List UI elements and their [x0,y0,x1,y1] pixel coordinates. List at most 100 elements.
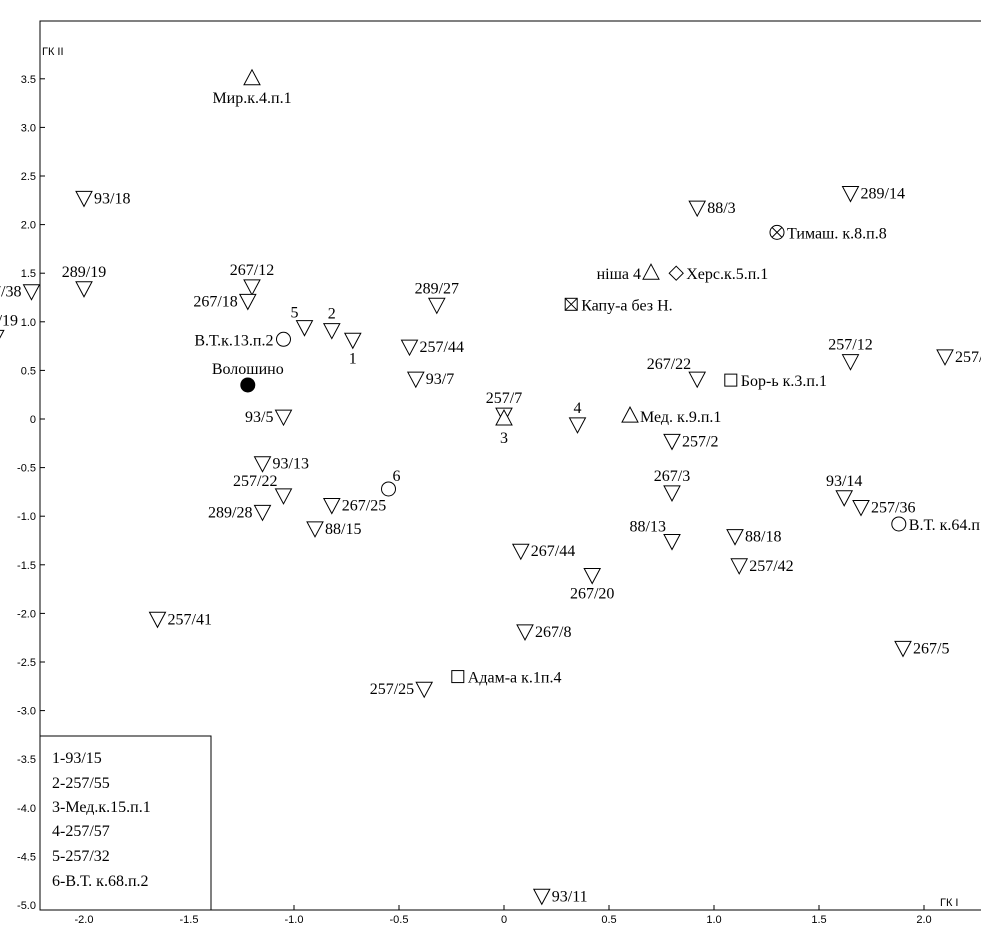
y-tick-label: -0.5 [17,463,36,475]
legend-entry: 6-В.Т. к.68.п.2 [52,873,149,890]
y-tick-label: -1.0 [17,511,36,523]
y-tick-label: -2.5 [17,657,36,669]
point-label: 257/38 [0,284,22,301]
point-label: 257/25 [370,681,414,698]
data-points: Мир.к.4.п.1Влад.к.12.п.193/18289/1488/3Т… [0,68,981,906]
point-label: 4 [574,400,582,417]
y-tick-label: -2.0 [17,608,36,620]
triangle-down-marker [726,529,744,546]
y-tick-label: -1.5 [17,560,36,572]
square-marker [724,373,738,387]
point-label: 257/41 [168,611,212,628]
triangle-up-marker [642,263,660,280]
point-label: 93/7 [426,371,454,388]
triangle-down-marker [841,354,860,371]
point-label: 93/11 [552,888,588,905]
point-label: 1 [349,350,357,367]
y-tick-label: 3.0 [21,122,36,134]
point-label: Капу-а без Н. [581,297,672,314]
triangle-down-marker [852,499,870,517]
axis-ticks: -4.5 -4.0 -3.5 -3.0 -2.5 -2.0 -1.5 -1.0 -0.5 0 0.5… [17,74,932,926]
y-tick-label: -4.0 [17,803,36,815]
triangle-down-marker [238,293,257,311]
triangle-down-marker [274,409,293,427]
triangle-down-marker [516,624,534,641]
point-label: 267/3 [654,468,690,485]
point-label: ніша 4 [597,266,641,283]
legend-entry: 5-257/32 [52,848,110,865]
point-label: Тимаш. к.8.п.8 [787,225,887,242]
triangle-down-marker [243,279,261,296]
triangle-down-marker [663,433,681,451]
y-tick-label: 2.5 [21,171,36,183]
square-x-marker [564,297,578,311]
x-tick-label: 1.5 [811,914,826,926]
y-tick-label: -4.5 [17,851,36,863]
triangle-down-marker [406,371,425,389]
point-label: 267/19 [0,312,18,329]
triangle-down-marker [511,543,530,561]
point-label: 267/18 [193,293,237,310]
point-label: В.Т.к.13.п.2 [194,332,273,349]
triangle-down-marker [343,332,362,350]
triangle-down-marker [295,320,314,337]
point-label: 257/44 [420,339,464,356]
y-tick-label: 1.5 [21,268,36,280]
y-tick-label: 2.0 [21,220,36,232]
triangle-up-marker [621,406,639,423]
point-label: 267/20 [570,586,614,603]
triangle-down-marker [415,681,434,699]
point-label: 289/19 [62,264,106,281]
point-label: 88/18 [745,529,781,546]
triangle-down-marker [75,190,93,208]
triangle-down-marker [427,297,446,315]
x-tick-label: -1.5 [180,914,199,926]
legend-box [39,735,212,911]
point-label: 267/12 [230,262,274,279]
y-tick-label: 0 [30,414,36,426]
point-label: 289/27 [415,280,459,297]
x-tick-label: 0.5 [601,914,616,926]
triangle-down-marker [663,485,681,502]
triangle-down-marker [532,888,551,906]
triangle-down-marker [253,456,272,473]
legend-entry: 4-257/57 [52,823,110,840]
point-label: 6 [393,468,401,485]
point-label: Адам-а к.1п.4 [468,670,562,687]
point-label: 88/13 [630,519,666,536]
circle-marker [891,516,907,532]
y-tick-label: -5.0 [17,900,36,912]
point-label: 257/44 [955,349,981,366]
x-tick-label: -1.0 [285,914,304,926]
triangle-down-marker [688,200,707,218]
point-label: 257/7 [486,390,522,407]
point-label: 93/13 [273,456,309,473]
triangle-down-marker [841,186,860,203]
triangle-down-marker [400,339,419,357]
y-tick-label: -3.0 [17,706,36,718]
triangle-down-marker [894,640,912,658]
triangle-down-marker [253,504,272,522]
triangle-down-marker [663,534,681,551]
triangle-down-marker [75,281,93,298]
x-tick-label: 1.0 [706,914,721,926]
legend-entry: 1-93/15 [52,750,102,767]
y-tick-label: 0.5 [21,365,36,377]
point-label: 93/18 [94,190,130,207]
circle-x-cross [771,227,783,238]
x-axis-label: ГК I [940,897,958,909]
y-tick-label: 3.5 [21,74,36,86]
point-label: 257/2 [682,433,718,450]
triangle-up-marker [495,408,513,426]
point-label: Херс.к.5.п.1 [686,266,768,283]
x-tick-label: 0 [501,914,507,926]
y-tick-label: 1.0 [21,317,36,329]
x-tick-label: -0.5 [390,914,409,926]
x-tick-label: -2.0 [75,914,94,926]
point-label: 267/44 [531,543,575,560]
legend: 1-93/15 2-257/55 3-Мед.к.15.п.1 4-257/57… [39,735,212,911]
point-label: Волошино [212,361,284,378]
square-x-cross [564,297,578,311]
triangle-down-marker [148,611,167,629]
